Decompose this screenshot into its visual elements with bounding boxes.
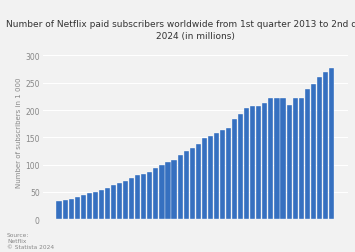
Bar xyxy=(123,182,128,219)
Bar xyxy=(262,103,267,219)
Bar xyxy=(153,168,158,219)
Bar xyxy=(117,184,122,219)
Bar xyxy=(87,193,92,219)
Bar xyxy=(165,163,171,219)
Bar xyxy=(286,106,292,219)
Bar xyxy=(274,99,279,219)
Bar xyxy=(69,199,74,219)
Bar xyxy=(141,174,146,219)
Bar xyxy=(99,191,104,219)
Bar xyxy=(184,151,189,219)
Bar xyxy=(238,114,243,219)
Bar xyxy=(202,138,207,219)
Bar xyxy=(244,109,249,219)
Bar xyxy=(226,129,231,219)
Text: Source:
Netflix
© Statista 2024: Source: Netflix © Statista 2024 xyxy=(7,232,54,249)
Bar xyxy=(311,85,316,219)
Bar xyxy=(329,68,334,219)
Bar xyxy=(135,175,140,219)
Bar xyxy=(196,145,201,219)
Bar xyxy=(147,172,152,219)
Bar xyxy=(268,99,273,219)
Bar xyxy=(208,137,213,219)
Bar xyxy=(256,106,261,219)
Bar xyxy=(280,99,285,219)
Bar xyxy=(220,130,225,219)
Bar xyxy=(214,133,219,219)
Bar xyxy=(323,73,328,219)
Bar xyxy=(111,185,116,219)
Bar xyxy=(93,192,98,219)
Bar xyxy=(62,200,68,219)
Bar xyxy=(159,166,164,219)
Bar xyxy=(81,195,86,219)
Title: Number of Netflix paid subscribers worldwide from 1st quarter 2013 to 2nd quarte: Number of Netflix paid subscribers world… xyxy=(6,20,355,40)
Bar xyxy=(178,155,183,219)
Bar xyxy=(293,99,298,219)
Bar xyxy=(129,179,134,219)
Bar xyxy=(305,90,310,219)
Bar xyxy=(105,188,110,219)
Bar xyxy=(250,106,255,219)
Bar xyxy=(317,78,322,219)
Bar xyxy=(171,160,177,219)
Bar xyxy=(56,201,62,219)
Bar xyxy=(299,99,304,219)
Y-axis label: Number of subscribers in 1 000: Number of subscribers in 1 000 xyxy=(16,77,22,187)
Bar xyxy=(190,148,195,219)
Bar xyxy=(232,120,237,219)
Bar xyxy=(75,197,80,219)
